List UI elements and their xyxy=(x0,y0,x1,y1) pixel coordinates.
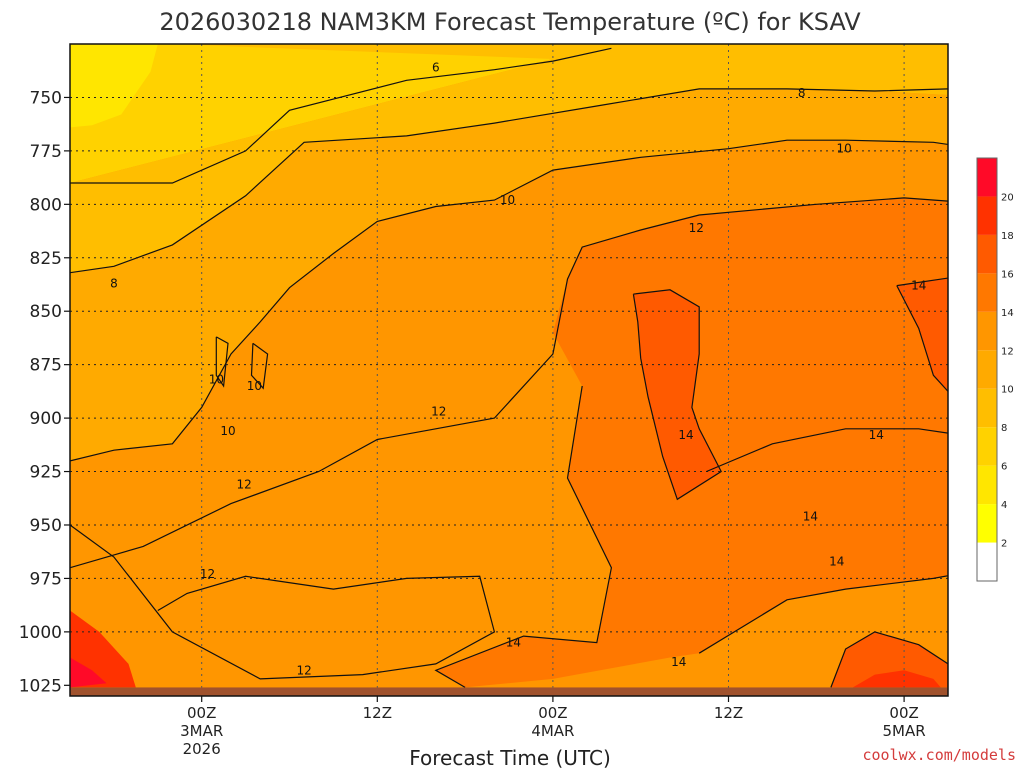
fill-band-16-18b xyxy=(896,278,948,392)
contour-label: 10 xyxy=(500,193,515,207)
colorbar-label: 2 xyxy=(1001,539,1007,550)
y-tick-label: 800 xyxy=(30,195,62,215)
contour-label: 6 xyxy=(432,61,440,75)
colorbar-label: 18 xyxy=(1001,231,1014,242)
fill-band-10-12 xyxy=(70,88,948,461)
colorbar-label: 12 xyxy=(1001,346,1014,357)
credit-text: coolwx.com/models xyxy=(862,746,1016,764)
contour-label: 12 xyxy=(200,567,215,581)
contour-label: 14 xyxy=(869,428,884,442)
plot-frame xyxy=(69,43,949,697)
y-tick-label: 1000 xyxy=(19,623,62,643)
y-tick-label: 925 xyxy=(30,463,62,483)
contour-label: 14 xyxy=(678,428,693,442)
colorbar-segment xyxy=(977,465,997,505)
fill-band-20-22 xyxy=(70,657,107,688)
colorbar-segment xyxy=(977,196,997,235)
contour-label: 12 xyxy=(236,477,251,491)
contour-line xyxy=(250,342,269,390)
fill-band-18-20 xyxy=(852,670,941,688)
y-tick-label: 750 xyxy=(30,88,62,108)
contour-label: 12 xyxy=(431,405,446,419)
colorbar-label: 14 xyxy=(1001,308,1014,319)
contour-line xyxy=(70,524,496,680)
contour-line xyxy=(632,289,722,501)
x-tick-sublabel: 3MAR xyxy=(180,722,223,740)
colorbar-label: 8 xyxy=(1001,423,1007,434)
y-tick-label: 1025 xyxy=(19,676,62,696)
colorbar-label: 4 xyxy=(1001,500,1007,511)
contour-label: 14 xyxy=(506,636,521,650)
contour-label: 10 xyxy=(209,373,224,387)
fill-band-16-18c xyxy=(830,631,948,688)
x-tick-year: 2026 xyxy=(183,740,221,758)
x-tick-label: 00Z xyxy=(889,704,918,722)
colorbar-segment xyxy=(977,350,997,389)
colorbar-segment xyxy=(977,234,997,274)
x-axis-label: Forecast Time (UTC) xyxy=(409,746,611,768)
contour-line xyxy=(698,575,948,654)
colorbar-segment xyxy=(977,427,997,466)
contour-label: 14 xyxy=(911,279,926,293)
contour-line xyxy=(896,277,948,393)
contour-label: 8 xyxy=(798,86,806,100)
contour-line xyxy=(434,385,613,688)
contour-line xyxy=(70,88,948,274)
contour-line xyxy=(830,631,948,688)
x-tick-label: 00Z xyxy=(187,704,216,722)
contour-label: 14 xyxy=(829,554,844,568)
y-tick-label: 900 xyxy=(30,409,62,429)
contour-label: 8 xyxy=(110,276,118,290)
contour-line xyxy=(70,139,948,462)
contour-label: 10 xyxy=(220,424,235,438)
colorbar-label: 6 xyxy=(1001,462,1007,473)
contour-line xyxy=(70,197,948,569)
chart-title: 2026030218 NAM3KM Forecast Temperature (… xyxy=(159,8,861,36)
contour-label: 12 xyxy=(689,221,704,235)
x-tick-label: 00Z xyxy=(538,704,567,722)
x-tick-sublabel: 4MAR xyxy=(531,722,574,740)
x-tick-label: 12Z xyxy=(363,704,392,722)
colorbar-segment xyxy=(977,388,997,428)
colorbar-label: 20 xyxy=(1001,192,1014,203)
x-tick-sublabel: 5MAR xyxy=(883,722,926,740)
y-tick-label: 850 xyxy=(30,302,62,322)
x-tick-label: 12Z xyxy=(714,704,743,722)
colorbar-segment xyxy=(977,504,997,543)
contour-label: 10 xyxy=(836,142,851,156)
y-tick-label: 950 xyxy=(30,516,62,536)
colorbar-segment xyxy=(977,311,997,351)
contour-label: 14 xyxy=(803,509,818,523)
colorbar-segment xyxy=(977,273,997,312)
contour-label: 12 xyxy=(296,663,311,677)
colorbar-label: 16 xyxy=(1001,269,1014,280)
colorbar-label: 10 xyxy=(1001,385,1014,396)
contour-label: 14 xyxy=(671,655,686,669)
y-tick-label: 775 xyxy=(30,142,62,162)
contour-line xyxy=(70,47,612,184)
fill-band-4-6 xyxy=(70,44,158,128)
contour-label: 10 xyxy=(247,379,262,393)
fill-band-6-8 xyxy=(70,44,553,183)
y-tick-label: 825 xyxy=(30,249,62,269)
y-tick-label: 875 xyxy=(30,356,62,376)
colorbar-frame xyxy=(976,157,998,582)
contour-line xyxy=(215,336,229,388)
contour-line xyxy=(706,428,948,473)
colorbar-segment xyxy=(977,158,997,197)
colorbar-segment xyxy=(977,542,997,581)
y-tick-label: 975 xyxy=(30,569,62,589)
ground-surface xyxy=(70,687,948,696)
fill-band-16-18 xyxy=(633,289,722,500)
